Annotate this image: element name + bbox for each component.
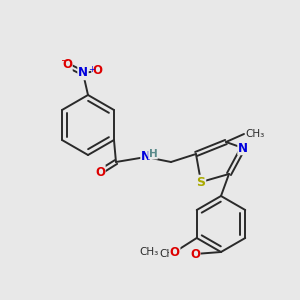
Text: −: − <box>61 56 69 66</box>
Text: S: S <box>196 176 206 188</box>
Text: H: H <box>148 149 158 159</box>
Text: O: O <box>62 58 72 71</box>
Text: O: O <box>95 166 105 178</box>
Text: O: O <box>190 248 200 260</box>
Text: N: N <box>78 67 88 80</box>
Text: CH₃: CH₃ <box>160 249 179 259</box>
Text: O: O <box>170 245 180 259</box>
Text: CH₃: CH₃ <box>140 247 159 257</box>
Text: CH₃: CH₃ <box>245 129 264 139</box>
Text: +: + <box>88 64 95 74</box>
Text: N: N <box>141 151 151 164</box>
Text: O: O <box>92 64 102 77</box>
Text: N: N <box>238 142 248 154</box>
